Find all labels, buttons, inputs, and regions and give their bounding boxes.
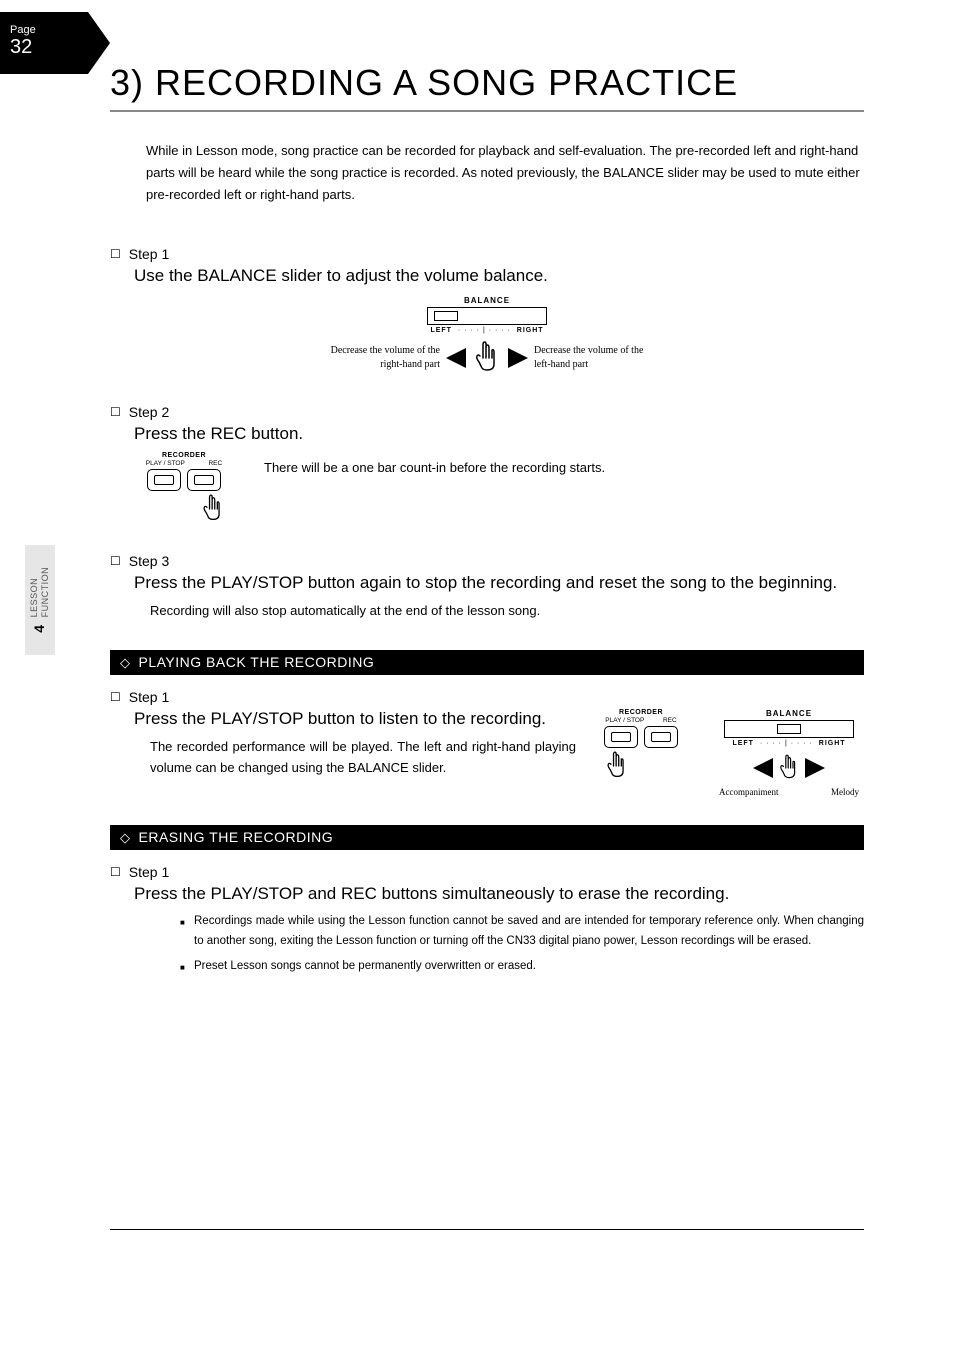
section-bar-playback: PLAYING BACK THE RECORDING [110, 650, 864, 675]
page-title: 3) RECORDING A SONG PRACTICE [110, 62, 864, 112]
balance-slider-diagram: BALANCE LEFT · · · · | · · · · RIGHT Dec… [327, 296, 647, 376]
slider-scale: LEFT · · · · | · · · · RIGHT [714, 740, 864, 747]
step-label: Step 1 [110, 246, 864, 262]
recorder-diagram: RECORDER PLAY / STOP REC [596, 709, 686, 797]
step-3: Step 3 Press the PLAY/STOP button again … [110, 553, 864, 622]
slider-track [427, 307, 547, 325]
rec-button-icon [187, 469, 221, 491]
step-1: Step 1 Use the BALANCE slider to adjust … [110, 246, 864, 376]
chapter-line2: FUNCTION [40, 567, 50, 618]
rec-button-icon [644, 726, 678, 748]
step-title: Press the REC button. [134, 424, 864, 444]
hand-icon [777, 753, 801, 783]
balance-heading: BALANCE [327, 296, 647, 305]
step-body: Recording will also stop automatically a… [150, 601, 864, 622]
step-title: Use the BALANCE slider to adjust the vol… [134, 266, 864, 286]
balance-slider-diagram: BALANCE LEFT · · · · | · · · · RIGHT [714, 709, 864, 797]
recorder-heading: RECORDER [134, 452, 234, 459]
step-label: Step 1 [110, 689, 864, 705]
balance-right-caption: Decrease the volume of the left-hand par… [534, 344, 647, 372]
erasing-step-1: Step 1 Press the PLAY/STOP and REC butto… [110, 864, 864, 977]
playback-diagrams: RECORDER PLAY / STOP REC BALANCE [596, 709, 864, 797]
hand-icon [604, 750, 630, 782]
balance-right-caption: Melody [831, 787, 859, 797]
footer-rule [110, 1229, 864, 1230]
chapter-number: 4 [32, 625, 49, 633]
chapter-line1: LESSON [29, 578, 39, 618]
balance-left-caption: Accompaniment [719, 787, 778, 797]
arrow-left-icon [446, 348, 466, 368]
step-body: There will be a one bar count-in before … [264, 460, 605, 475]
arrow-right-icon [508, 348, 528, 368]
page-label: Page [10, 24, 36, 36]
step-label: Step 3 [110, 553, 864, 569]
section-bar-erasing: ERASING THE RECORDING [110, 825, 864, 850]
hand-icon [200, 493, 226, 525]
recorder-diagram: RECORDER PLAY / STOP REC [134, 452, 234, 525]
step-title: Press the PLAY/STOP button again to stop… [134, 573, 864, 593]
step-title: Press the PLAY/STOP and REC buttons simu… [134, 884, 864, 904]
play-stop-button-icon [147, 469, 181, 491]
note-item: Preset Lesson songs cannot be permanentl… [180, 957, 864, 977]
balance-left-caption: Decrease the volume of the right-hand pa… [327, 344, 440, 372]
step-label: Step 1 [110, 864, 864, 880]
step-title: Press the PLAY/STOP button to listen to … [134, 709, 576, 729]
playback-step-1: Step 1 Press the PLAY/STOP button to lis… [110, 689, 864, 797]
page-number-tab: Page 32 [0, 12, 110, 74]
notes-list: Recordings made while using the Lesson f… [180, 912, 864, 977]
arrow-left-icon [753, 758, 773, 778]
arrow-right-icon [805, 758, 825, 778]
note-item: Recordings made while using the Lesson f… [180, 912, 864, 951]
chapter-side-tab: 4 LESSON FUNCTION [25, 545, 55, 655]
slider-thumb [777, 724, 801, 734]
slider-thumb [434, 311, 458, 321]
slider-track [724, 720, 854, 738]
page-number: 32 [10, 36, 100, 59]
step-label: Step 2 [110, 404, 864, 420]
play-stop-button-icon [604, 726, 638, 748]
intro-paragraph: While in Lesson mode, song practice can … [146, 140, 864, 206]
page-content: 3) RECORDING A SONG PRACTICE While in Le… [110, 62, 864, 1005]
step-body: The recorded performance will be played.… [150, 737, 576, 779]
hand-icon [472, 340, 502, 376]
slider-scale: LEFT · · · · | · · · · RIGHT [327, 327, 647, 334]
step-2: Step 2 Press the REC button. RECORDER PL… [110, 404, 864, 525]
